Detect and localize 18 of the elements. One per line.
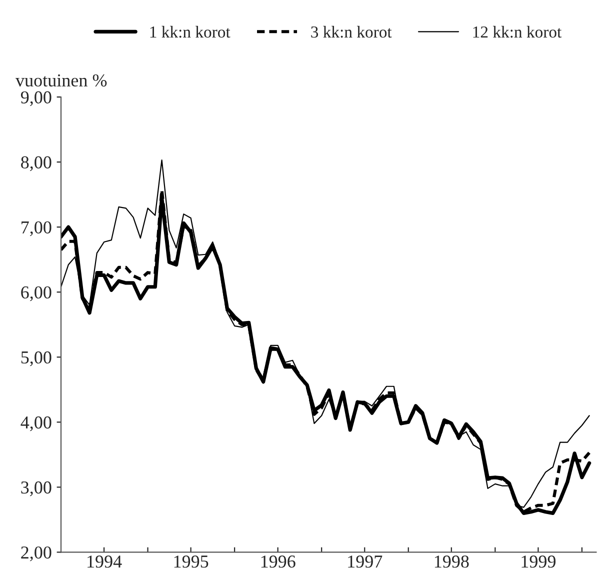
legend-label: 1 kk:n korot: [150, 26, 230, 38]
y-tick-label: 9,00: [20, 91, 52, 106]
y-tick-label: 8,00: [21, 156, 52, 172]
y-axis-title: vuotuinen %: [16, 74, 107, 87]
x-tick-label: 1997: [348, 556, 382, 568]
legend-label: 3 kk:n korot: [311, 26, 392, 38]
x-tick-label: 1994: [88, 556, 122, 568]
y-tick-label: 7,00: [22, 221, 52, 236]
y-tick-label: 4,00: [20, 416, 52, 432]
x-tick-label: 1996: [261, 556, 296, 568]
x-tick-label: 1995: [174, 556, 208, 568]
x-tick-label: 1999: [522, 556, 556, 568]
y-tick-label: 3,00: [21, 481, 52, 496]
x-tick-label: 1998: [434, 555, 469, 568]
y-tick-label: 5,00: [21, 351, 52, 366]
y-tick-label: 2,00: [21, 546, 52, 562]
y-tick-label: 6,00: [21, 286, 52, 302]
legend-label: 12 kk:n korot: [473, 26, 562, 38]
